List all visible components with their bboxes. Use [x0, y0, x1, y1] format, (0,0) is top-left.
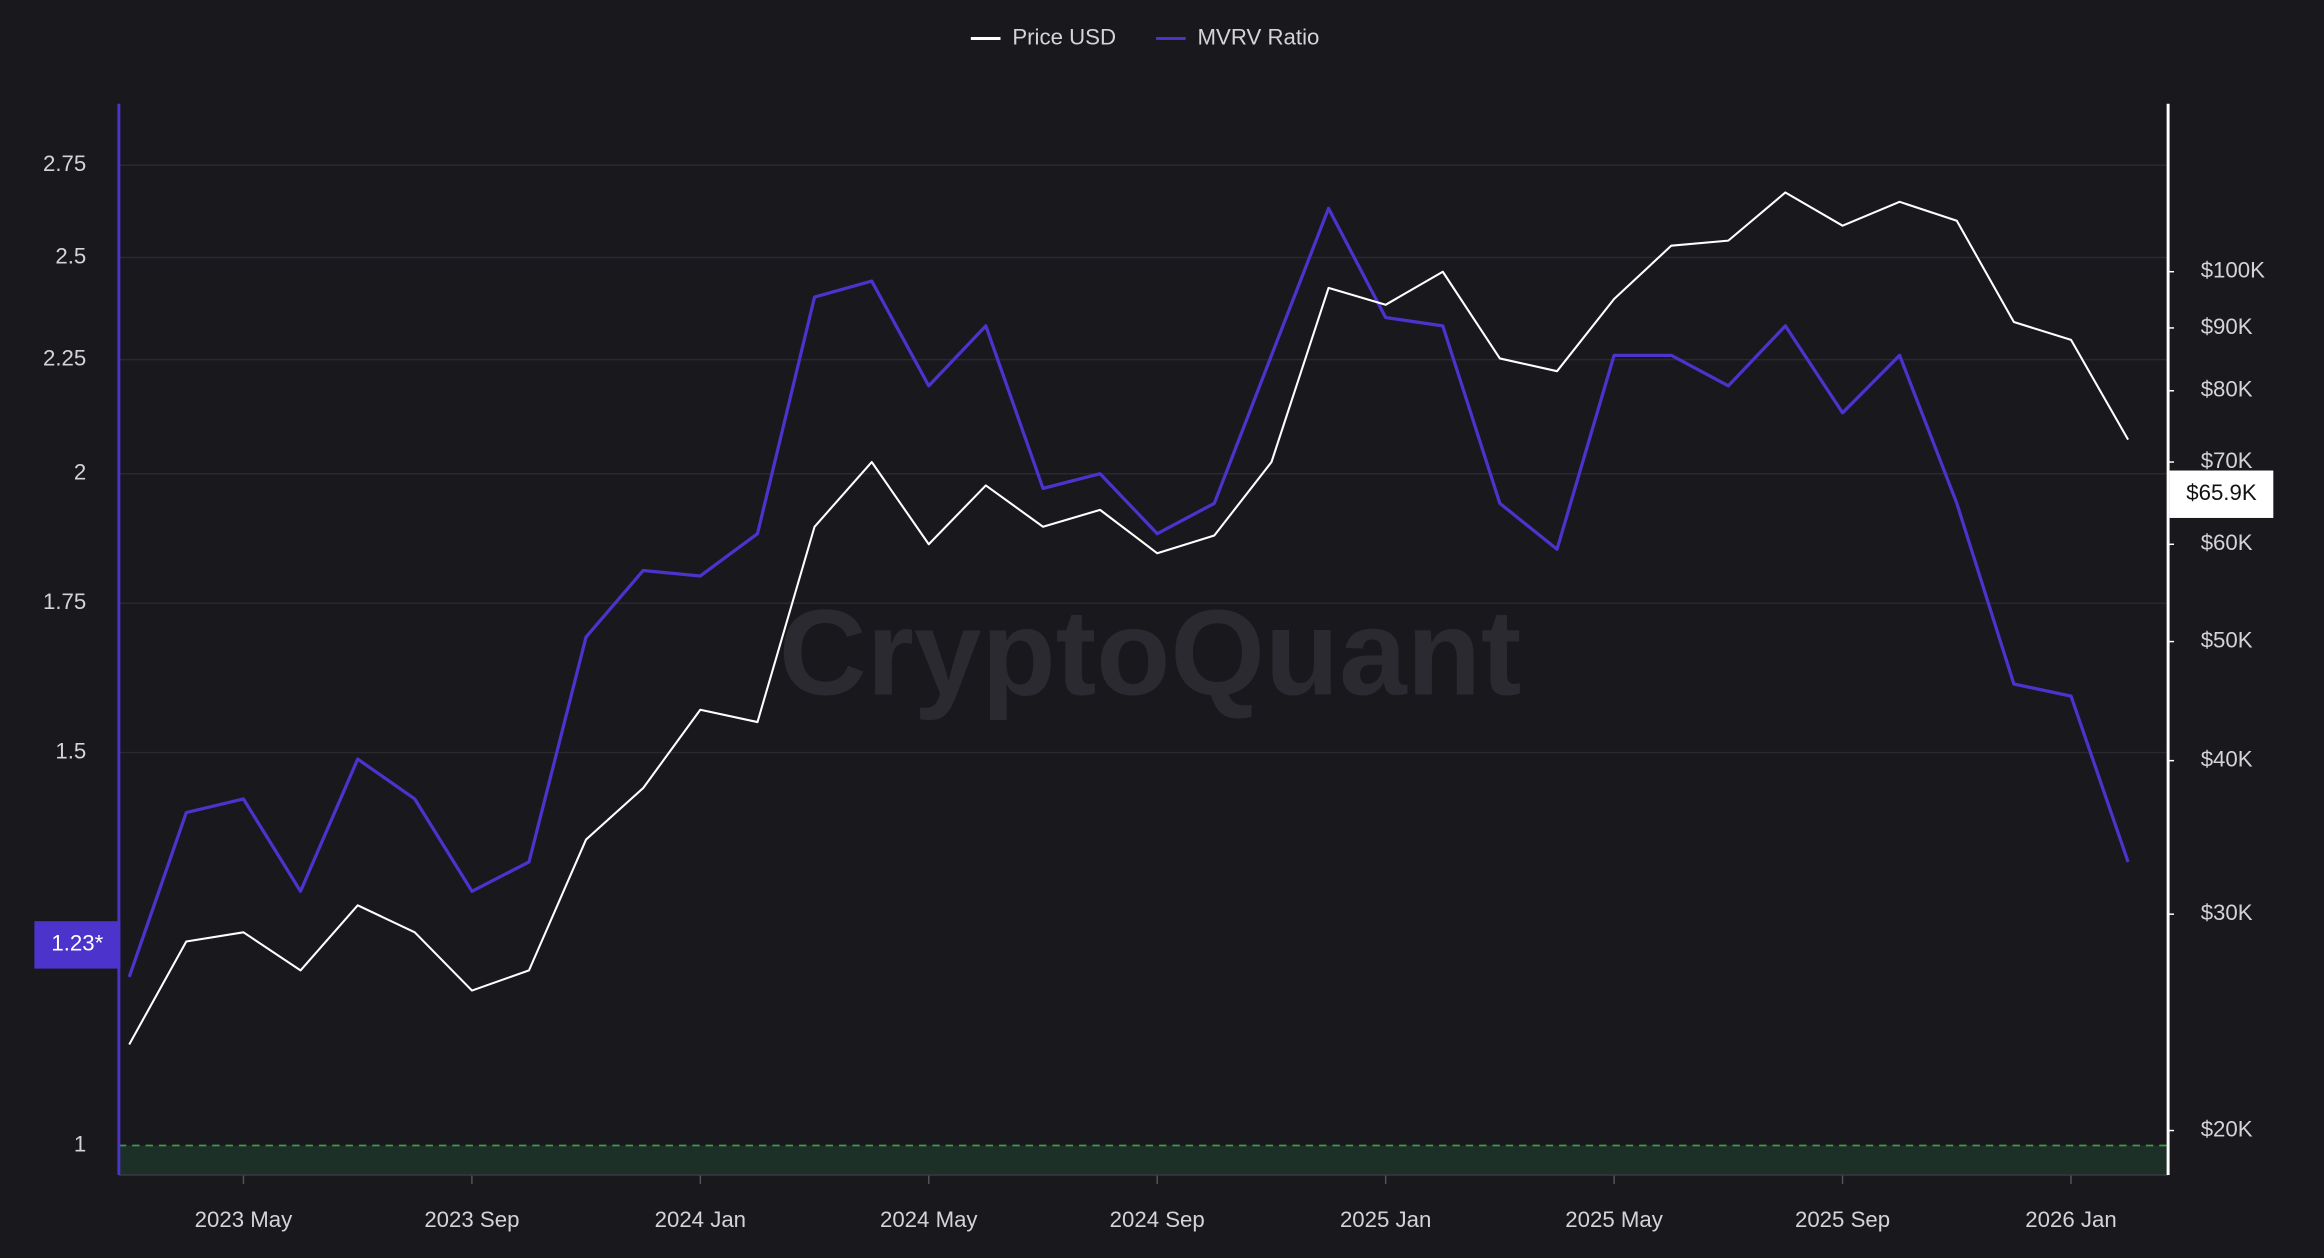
series-line — [127, 206, 2130, 978]
x-tick-label: 2024 Sep — [1110, 1207, 1205, 1232]
y2-tick-label: $60K — [2201, 530, 2253, 555]
legend-label: MVRV Ratio — [1198, 24, 1320, 49]
y-tick-label: 2.25 — [43, 346, 86, 371]
last-value-label: $65.9K — [2186, 480, 2257, 505]
x-tick-label: 2023 May — [195, 1207, 293, 1232]
threshold-zone — [118, 1145, 2169, 1176]
x-tick-label: 2024 Jan — [655, 1207, 746, 1232]
last-value-box — [2169, 470, 2274, 518]
last-value-box — [34, 921, 121, 969]
watermark: CryptoQuant — [779, 584, 1521, 720]
y-tick-label: 1 — [74, 1131, 86, 1156]
x-tick-label: 2023 Sep — [424, 1207, 519, 1232]
x-tick-label: 2025 May — [1565, 1207, 1663, 1232]
x-tick-label: 2024 May — [880, 1207, 978, 1232]
y-tick-label: 1.5 — [55, 738, 86, 763]
y-tick-label: 2.5 — [55, 243, 86, 268]
y2-tick-label: $20K — [2201, 1116, 2253, 1141]
y2-tick-label: $80K — [2201, 377, 2253, 402]
y2-tick-label: $90K — [2201, 314, 2253, 339]
y2-tick-label: $30K — [2201, 900, 2253, 925]
x-tick-label: 2025 Jan — [1340, 1207, 1431, 1232]
x-tick-label: 2025 Sep — [1795, 1207, 1890, 1232]
y2-tick-label: $50K — [2201, 627, 2253, 652]
y2-tick-label: $40K — [2201, 747, 2253, 772]
y2-tick-label: $100K — [2201, 258, 2265, 283]
y-tick-label: 2.75 — [43, 151, 86, 176]
last-value-label: 1.23* — [51, 931, 103, 956]
y2-tick-label: $70K — [2201, 448, 2253, 473]
x-tick-label: 2026 Jan — [2025, 1207, 2116, 1232]
y-tick-label: 1.75 — [43, 589, 86, 614]
series-line — [128, 191, 2129, 1045]
legend-label: Price USD — [1012, 24, 1116, 49]
y-tick-label: 2 — [74, 460, 86, 485]
